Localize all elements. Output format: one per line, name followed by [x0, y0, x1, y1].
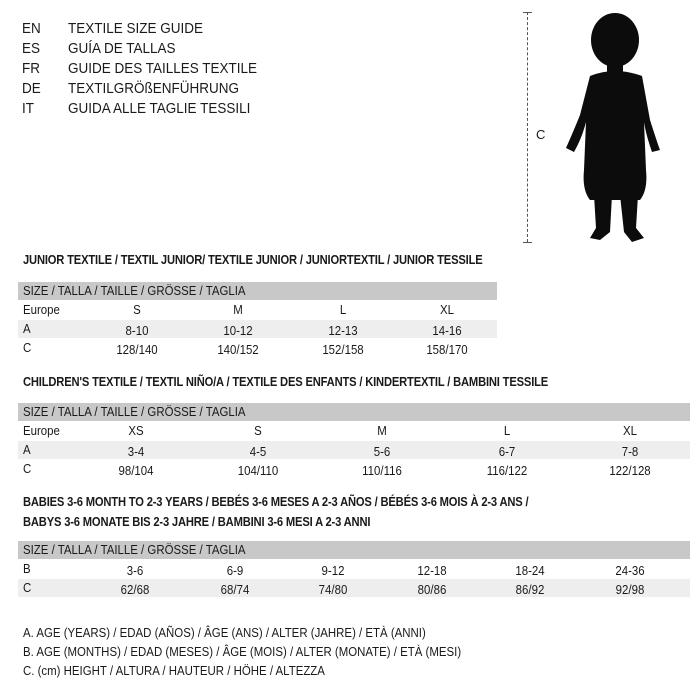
table-cell: 12-13 — [328, 323, 358, 338]
table-header-row: SIZE / TALLA / TAILLE / GRÖSSE / TAGLIA — [18, 403, 690, 421]
table-title: BABIES 3-6 MONTH TO 2-3 YEARS / BEBÉS 3-… — [23, 494, 529, 509]
table-cell: S — [133, 302, 141, 317]
measure-label: C — [536, 127, 546, 142]
row-label: Europe — [23, 423, 60, 438]
table-cell: 12-18 — [417, 563, 447, 578]
table-cell: 18-24 — [515, 563, 545, 578]
table-cell: 158/170 — [426, 342, 468, 357]
table-cell: 10-12 — [223, 323, 253, 338]
table-cell: 6-9 — [226, 563, 244, 578]
table-row: A 3-4 4-5 5-6 6-7 7-8 — [18, 441, 690, 459]
table-cell: 4-5 — [249, 444, 267, 459]
table-cell: 9-12 — [321, 563, 345, 578]
table-title: JUNIOR TEXTILE / TEXTIL JUNIOR/ TEXTILE … — [23, 252, 483, 267]
table-cell: 5-6 — [373, 444, 391, 459]
table-cell: 24-36 — [615, 563, 645, 578]
language-code: ES — [22, 40, 41, 57]
language-code: DE — [22, 80, 41, 97]
table-cell: M — [377, 423, 387, 438]
table-cell: 6-7 — [498, 444, 516, 459]
legend-item: A. AGE (YEARS) / EDAD (AÑOS) / ÂGE (ANS)… — [23, 625, 426, 640]
language-title: TEXTILGRÖßENFÜHRUNG — [68, 80, 240, 97]
table-header-row: SIZE / TALLA / TAILLE / GRÖSSE / TAGLIA — [18, 282, 497, 300]
table-row: A 8-10 10-12 12-13 14-16 — [18, 320, 497, 338]
table-cell: 128/140 — [116, 342, 158, 357]
measure-tick-bottom — [523, 242, 532, 243]
table-cell: 7-8 — [621, 444, 639, 459]
table-cell: L — [339, 302, 347, 317]
table-cell: XL — [440, 302, 454, 317]
language-code: EN — [22, 20, 41, 37]
table-header: SIZE / TALLA / TAILLE / GRÖSSE / TAGLIA — [23, 404, 246, 419]
legend-item: C. (cm) HEIGHT / ALTURA / HAUTEUR / HÖHE… — [23, 663, 325, 678]
table-cell: 98/104 — [118, 463, 154, 478]
language-title: GUÍA DE TALLAS — [68, 40, 176, 57]
table-row: C 128/140 140/152 152/158 158/170 — [18, 339, 497, 357]
table-header-row: SIZE / TALLA / TAILLE / GRÖSSE / TAGLIA — [18, 541, 690, 559]
measure-tick-top — [523, 12, 532, 13]
table-cell: 8-10 — [125, 323, 149, 338]
table-cell: 62/68 — [120, 582, 150, 597]
table-cell: 92/98 — [615, 582, 645, 597]
table-cell: 3-4 — [127, 444, 145, 459]
table-cell: 104/110 — [237, 463, 279, 478]
row-label: Europe — [23, 302, 60, 317]
language-title: TEXTILE SIZE GUIDE — [68, 20, 204, 37]
table-cell: 110/116 — [362, 463, 402, 478]
table-cell: 14-16 — [432, 323, 462, 338]
legend-item: B. AGE (MONTHS) / EDAD (MESES) / ÂGE (MO… — [23, 644, 462, 659]
row-label: C — [23, 580, 32, 595]
table-row: Europe XS S M L XL — [18, 422, 690, 440]
row-label: A — [23, 442, 31, 457]
height-measure-line — [527, 12, 528, 242]
table-cell: M — [233, 302, 243, 317]
row-label: B — [23, 561, 31, 576]
table-cell: 140/152 — [217, 342, 259, 357]
table-row: Europe S M L XL — [18, 301, 497, 319]
table-cell: XL — [623, 423, 637, 438]
table-row: B 3-6 6-9 9-12 12-18 18-24 24-36 — [18, 560, 690, 578]
table-cell: 152/158 — [322, 342, 364, 357]
table-cell: XS — [128, 423, 144, 438]
table-cell: L — [503, 423, 511, 438]
row-label: C — [23, 461, 32, 476]
table-cell: 3-6 — [126, 563, 144, 578]
table-cell: 86/92 — [515, 582, 545, 597]
table-row: C 98/104 104/110 110/116 116/122 122/128 — [18, 460, 690, 478]
table-cell: S — [254, 423, 262, 438]
table-header: SIZE / TALLA / TAILLE / GRÖSSE / TAGLIA — [23, 542, 246, 557]
table-cell: 116/122 — [486, 463, 528, 478]
row-label: A — [23, 321, 31, 336]
table-cell: 122/128 — [609, 463, 651, 478]
table-row: C 62/68 68/74 74/80 80/86 86/92 92/98 — [18, 579, 690, 597]
table-cell: 68/74 — [220, 582, 250, 597]
table-cell: 74/80 — [318, 582, 348, 597]
language-code: FR — [22, 60, 40, 77]
table-header: SIZE / TALLA / TAILLE / GRÖSSE / TAGLIA — [23, 283, 246, 298]
language-title: GUIDA ALLE TAGLIE TESSILI — [68, 100, 251, 117]
table-title: CHILDREN'S TEXTILE / TEXTIL NIÑO/A / TEX… — [23, 374, 549, 389]
language-title: GUIDE DES TAILLES TEXTILE — [68, 60, 258, 77]
language-code: IT — [22, 100, 35, 117]
table-cell: 80/86 — [417, 582, 447, 597]
table-title-line2: BABYS 3-6 MONATE BIS 2-3 JAHRE / BAMBINI… — [23, 514, 371, 529]
row-label: C — [23, 340, 32, 355]
child-silhouette-icon — [566, 13, 660, 242]
